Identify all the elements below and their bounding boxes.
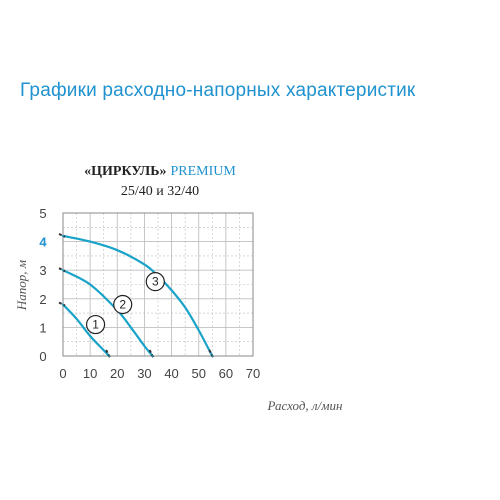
curve-label-circle: [113, 294, 133, 315]
series-3-point: [197, 329, 200, 332]
series-2-point: [89, 283, 91, 286]
series-2-point: [62, 269, 64, 272]
product-title: «ЦИРКУЛЬ» PREMIUM: [60, 164, 260, 180]
curve-label-circle: [145, 272, 165, 292]
product-series: PREMIUM: [170, 164, 236, 179]
series-3-point: [211, 355, 214, 357]
series-3-point: [184, 306, 186, 309]
series-3-point: [62, 235, 64, 237]
x-tick-label: 60: [219, 366, 233, 381]
series-1-point: [89, 335, 91, 337]
series-start-mark: [58, 301, 66, 307]
y-tick-label: 5: [39, 206, 46, 221]
curve-label-circle: [85, 314, 106, 335]
series-2-point: [130, 326, 132, 329]
y-tick-label: 1: [39, 320, 46, 335]
x-tick-label: 0: [59, 366, 66, 381]
series-1-point: [102, 349, 105, 352]
y-tick-label: 2: [39, 292, 46, 307]
chart-series: [58, 232, 215, 359]
series-1-point: [75, 318, 78, 320]
x-tick-label: 30: [137, 366, 151, 381]
curve-label-2: 2: [119, 298, 126, 312]
series-3-point: [89, 240, 91, 243]
x-tick-label: 40: [164, 366, 178, 381]
series-1-point: [108, 355, 110, 357]
x-tick-label: 20: [110, 366, 124, 381]
y-tick-label: 3: [39, 263, 46, 278]
chart-curve-labels: 1 2 3: [85, 272, 165, 335]
y-tick-label: 4: [39, 235, 47, 250]
series-line-2: [61, 269, 154, 358]
series-3-point: [143, 263, 146, 266]
series-1-point: [62, 303, 64, 306]
product-models: 25/40 и 32/40: [120, 184, 200, 199]
curve-label-1: 1: [92, 318, 99, 332]
x-tick-label: 70: [246, 366, 260, 381]
series-start-mark: [58, 232, 66, 238]
series-2-point: [151, 355, 154, 357]
plot-frame: [62, 212, 254, 357]
x-tick-label: 50: [191, 366, 205, 381]
product-brand: «ЦИРКУЛЬ»: [84, 164, 167, 179]
series-start-mark: [58, 267, 66, 273]
series-3-point: [170, 289, 173, 292]
curve-label-3: 3: [152, 275, 159, 289]
chart-ticks: 0 10 20 30 40 50 60 70 0 1 2 3 4 5: [39, 206, 260, 381]
series-2-point: [143, 345, 146, 347]
y-tick-label: 0: [39, 349, 46, 364]
x-tick-label: 10: [83, 366, 97, 381]
x-axis-title: Расход, л/мин: [267, 398, 343, 413]
page-heading: Графики расходно-напорных характеристик: [20, 80, 416, 101]
y-axis-title: Напор, м: [14, 260, 29, 311]
series-3-point: [116, 249, 119, 251]
